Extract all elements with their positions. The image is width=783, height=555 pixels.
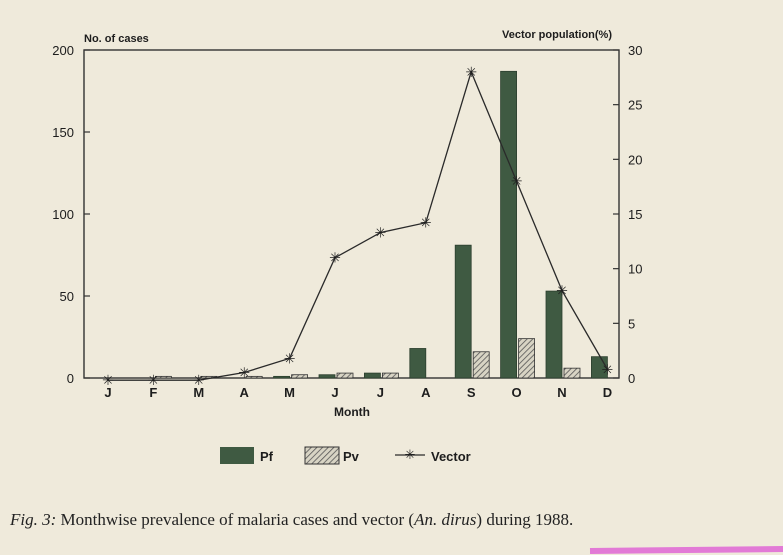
right-axis-title: Vector population(%) bbox=[502, 29, 612, 41]
pv-bar bbox=[154, 375, 172, 379]
left-tick-label: 100 bbox=[52, 207, 74, 222]
legend: Pf Pv ✳ Vector bbox=[220, 446, 471, 465]
right-tick-label: 0 bbox=[628, 371, 635, 386]
pv-bar bbox=[381, 372, 399, 379]
figure-caption: Fig. 3: Monthwise prevalence of malaria … bbox=[10, 510, 573, 530]
caption-lead: Fig. 3: bbox=[10, 510, 57, 529]
legend-pf-label: Pf bbox=[260, 449, 274, 464]
right-tick-label: 15 bbox=[628, 207, 642, 222]
x-tick-label: F bbox=[149, 385, 157, 400]
plot-frame bbox=[83, 49, 620, 379]
right-axis-ticks: 0 5 10 15 20 25 30 bbox=[613, 43, 642, 386]
vector-point: ✳ bbox=[511, 173, 523, 189]
vector-point: ✳ bbox=[148, 372, 160, 388]
x-tick-label: A bbox=[421, 385, 431, 400]
pv-bar bbox=[245, 375, 263, 379]
vector-point: ✳ bbox=[420, 215, 432, 231]
vector-point: ✳ bbox=[329, 250, 341, 266]
right-tick-label: 20 bbox=[628, 152, 642, 167]
vector-point: ✳ bbox=[238, 365, 250, 381]
caption-text-after: ) during 1988. bbox=[476, 510, 574, 529]
legend-pf-swatch bbox=[220, 447, 254, 464]
vector-point: ✳ bbox=[375, 225, 387, 241]
pv-bar bbox=[518, 338, 535, 379]
vector-line-group: ✳ ✳ ✳ ✳ ✳ ✳ ✳ ✳ ✳ ✳ ✳ ✳ bbox=[102, 64, 613, 388]
vector-point: ✳ bbox=[102, 372, 114, 388]
legend-pv-label: Pv bbox=[343, 449, 360, 464]
left-tick-label: 200 bbox=[52, 43, 74, 58]
caption-species: An. dirus bbox=[414, 510, 477, 529]
x-tick-label: D bbox=[603, 385, 612, 400]
vector-point: ✳ bbox=[284, 350, 296, 366]
pv-bar bbox=[472, 351, 490, 379]
vector-point: ✳ bbox=[465, 64, 477, 80]
vector-line bbox=[108, 69, 608, 381]
legend-vector-marker: ✳ bbox=[405, 447, 416, 462]
pf-bar bbox=[545, 290, 563, 379]
right-tick-label: 25 bbox=[628, 98, 642, 113]
left-tick-label: 50 bbox=[60, 289, 74, 304]
x-tick-label: J bbox=[331, 385, 338, 400]
x-tick-label: J bbox=[377, 385, 384, 400]
left-tick-label: 150 bbox=[52, 125, 74, 140]
x-tick-label: J bbox=[104, 385, 111, 400]
pf-bar bbox=[409, 348, 427, 379]
right-tick-label: 5 bbox=[628, 316, 635, 331]
pf-bar bbox=[318, 374, 336, 379]
caption-text-before: Monthwise prevalence of malaria cases an… bbox=[56, 510, 415, 529]
x-tick-label: M bbox=[193, 385, 204, 400]
pv-bar bbox=[336, 372, 354, 379]
x-tick-label: A bbox=[240, 385, 250, 400]
vector-point: ✳ bbox=[193, 372, 205, 388]
pf-bar bbox=[363, 372, 381, 379]
x-tick-label: M bbox=[284, 385, 295, 400]
x-tick-label: O bbox=[512, 385, 522, 400]
legend-pv-swatch bbox=[304, 446, 340, 465]
left-tick-label: 0 bbox=[67, 371, 74, 386]
pf-bar bbox=[273, 375, 291, 379]
vector-point: ✳ bbox=[602, 361, 614, 377]
left-axis-ticks: 0 50 100 150 200 bbox=[52, 43, 90, 386]
x-tick-label: N bbox=[557, 385, 566, 400]
pf-bar bbox=[500, 70, 518, 379]
x-axis-title: Month bbox=[334, 405, 370, 419]
pv-bar bbox=[563, 367, 581, 379]
pv-bar bbox=[291, 374, 309, 379]
pf-bar bbox=[454, 244, 472, 379]
right-tick-label: 10 bbox=[628, 262, 642, 277]
right-tick-label: 30 bbox=[628, 43, 642, 58]
legend-vector-label: Vector bbox=[431, 449, 471, 464]
left-axis-title: No. of cases bbox=[84, 33, 149, 45]
vector-point: ✳ bbox=[556, 283, 568, 299]
x-tick-label: S bbox=[467, 385, 476, 400]
